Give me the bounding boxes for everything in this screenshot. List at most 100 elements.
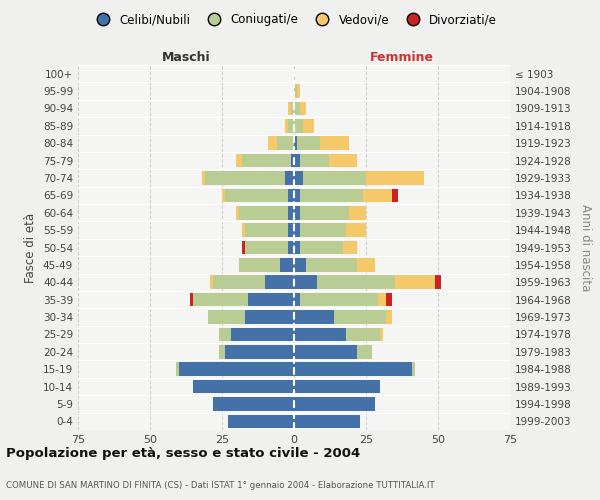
Bar	[193, 293, 248, 306]
Bar	[219, 328, 230, 341]
Bar	[334, 310, 386, 324]
Bar	[294, 154, 300, 168]
Bar	[248, 293, 294, 306]
Bar	[294, 171, 302, 185]
Y-axis label: Fasce di età: Fasce di età	[25, 212, 37, 282]
Bar	[265, 276, 294, 289]
Bar	[377, 293, 386, 306]
Bar	[294, 188, 300, 202]
Bar	[288, 119, 294, 132]
Bar	[208, 310, 245, 324]
Bar	[302, 171, 366, 185]
Bar	[205, 171, 286, 185]
Y-axis label: Anni di nascita: Anni di nascita	[580, 204, 592, 291]
Bar	[349, 206, 366, 220]
Bar	[320, 136, 349, 150]
Bar	[294, 328, 346, 341]
Bar	[286, 119, 288, 132]
Bar	[176, 362, 179, 376]
Bar	[294, 119, 302, 132]
Bar	[179, 362, 294, 376]
Bar	[294, 414, 360, 428]
Bar	[363, 188, 392, 202]
Bar	[294, 224, 300, 237]
Bar	[343, 240, 358, 254]
Bar	[193, 380, 294, 394]
Bar	[242, 154, 291, 168]
Bar	[225, 188, 288, 202]
Bar	[380, 328, 383, 341]
Bar	[222, 188, 225, 202]
Bar	[236, 206, 239, 220]
Bar	[288, 224, 294, 237]
Bar	[280, 258, 294, 272]
Bar	[294, 310, 334, 324]
Bar	[294, 293, 300, 306]
Bar	[300, 293, 377, 306]
Bar	[239, 258, 280, 272]
Bar	[294, 206, 300, 220]
Bar	[214, 276, 265, 289]
Bar	[300, 240, 343, 254]
Bar	[294, 345, 358, 358]
Bar	[294, 397, 374, 410]
Bar	[294, 362, 412, 376]
Bar	[228, 414, 294, 428]
Bar	[277, 136, 294, 150]
Bar	[358, 345, 372, 358]
Bar	[294, 240, 300, 254]
Bar	[242, 240, 245, 254]
Bar	[294, 102, 300, 115]
Legend: Celibi/Nubili, Coniugati/e, Vedovi/e, Divorziati/e: Celibi/Nubili, Coniugati/e, Vedovi/e, Di…	[86, 8, 502, 31]
Bar	[305, 258, 358, 272]
Bar	[294, 276, 317, 289]
Bar	[225, 345, 294, 358]
Bar	[300, 206, 349, 220]
Bar	[317, 276, 395, 289]
Bar	[412, 362, 415, 376]
Bar	[386, 310, 392, 324]
Bar	[211, 276, 214, 289]
Bar	[294, 136, 297, 150]
Bar	[288, 206, 294, 220]
Bar	[294, 84, 297, 98]
Bar	[329, 154, 358, 168]
Bar	[291, 102, 294, 115]
Bar	[297, 136, 320, 150]
Text: COMUNE DI SAN MARTINO DI FINITA (CS) - Dati ISTAT 1° gennaio 2004 - Elaborazione: COMUNE DI SAN MARTINO DI FINITA (CS) - D…	[6, 480, 434, 490]
Bar	[300, 188, 363, 202]
Bar	[245, 240, 288, 254]
Bar	[236, 154, 242, 168]
Bar	[239, 206, 288, 220]
Bar	[288, 188, 294, 202]
Bar	[294, 380, 380, 394]
Bar	[346, 328, 380, 341]
Bar	[300, 102, 305, 115]
Bar	[294, 258, 305, 272]
Bar	[288, 240, 294, 254]
Bar	[202, 171, 205, 185]
Bar	[230, 328, 294, 341]
Bar	[366, 171, 424, 185]
Bar	[245, 224, 288, 237]
Text: Maschi: Maschi	[161, 51, 211, 64]
Bar	[242, 224, 245, 237]
Bar	[286, 171, 294, 185]
Bar	[435, 276, 441, 289]
Bar	[300, 154, 329, 168]
Bar	[358, 258, 374, 272]
Bar	[302, 119, 314, 132]
Text: Femmine: Femmine	[370, 51, 434, 64]
Bar	[288, 102, 291, 115]
Bar	[219, 345, 225, 358]
Bar	[395, 276, 435, 289]
Bar	[297, 84, 300, 98]
Bar	[214, 397, 294, 410]
Bar	[392, 188, 398, 202]
Bar	[300, 224, 346, 237]
Bar	[190, 293, 193, 306]
Text: Popolazione per età, sesso e stato civile - 2004: Popolazione per età, sesso e stato civil…	[6, 448, 360, 460]
Bar	[291, 154, 294, 168]
Bar	[268, 136, 277, 150]
Bar	[386, 293, 392, 306]
